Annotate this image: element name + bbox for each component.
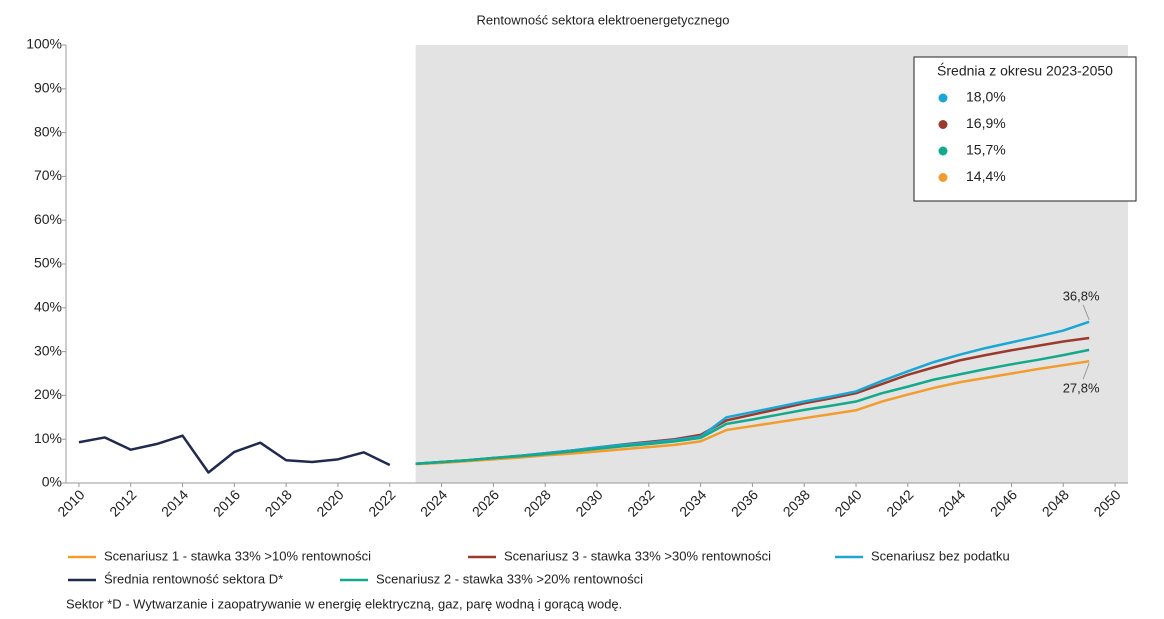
series-line [415, 348, 1090, 465]
annotation: 36,8% [1063, 288, 1100, 303]
inset-dot [938, 173, 948, 182]
x-tick-label: 2014 [158, 486, 191, 519]
inset-value: 16,9% [966, 115, 1006, 131]
y-tick-label: 40% [34, 299, 62, 315]
y-tick-label: 0% [42, 474, 62, 490]
y-tick-label: 70% [34, 167, 62, 183]
chart-title: Rentowność sektora elektroenergetycznego [477, 12, 730, 27]
x-tick-label: 2048 [1039, 486, 1072, 519]
inset-value: 15,7% [966, 142, 1006, 158]
x-tick-label: 2018 [262, 486, 295, 519]
inset-title: Średnia z okresu 2023-2050 [937, 62, 1113, 79]
x-tick-label: 2040 [831, 486, 864, 519]
x-tick-label: 2024 [417, 486, 450, 519]
x-tick-label: 2046 [987, 486, 1020, 519]
annotation-leader [1082, 304, 1090, 321]
x-tick-label: 2028 [521, 486, 554, 519]
x-tick-label: 2050 [1090, 486, 1123, 519]
y-tick-label: 90% [34, 80, 62, 96]
inset-dot [938, 146, 948, 156]
x-tick-label: 2034 [676, 486, 709, 519]
series-line [78, 434, 391, 474]
inset-value: 18,0% [966, 89, 1006, 105]
x-tick-label: 2036 [728, 486, 761, 519]
inset-dot [938, 93, 948, 103]
inset-box [913, 56, 1137, 202]
y-tick-label: 20% [34, 386, 62, 402]
y-tick-label: 10% [34, 430, 62, 446]
legend-label: Średnia rentowność sektora D* [104, 571, 283, 586]
x-tick-label: 2022 [365, 486, 398, 519]
x-tick-label: 2044 [935, 486, 968, 519]
inset-value: 14,4% [966, 168, 1006, 184]
y-tick-label: 50% [34, 255, 62, 271]
x-tick-label: 2042 [883, 486, 916, 519]
legend-label: Scenariusz bez podatku [871, 548, 1010, 563]
inset-dot [938, 120, 948, 129]
legend-label: Scenariusz 2 - stawka 33% >20% rentownoś… [376, 571, 643, 586]
annotation-leader [1082, 363, 1090, 380]
y-tick-label: 100% [26, 36, 62, 52]
series-line [415, 360, 1090, 466]
annotation: 27,8% [1063, 381, 1100, 396]
legend-label: Scenariusz 1 - stawka 33% >10% rentownoś… [104, 548, 371, 563]
x-tick-label: 2030 [572, 486, 605, 519]
y-tick-label: 80% [34, 123, 62, 139]
x-tick-label: 2020 [313, 486, 346, 519]
footnote: Sektor *D - Wytwarzanie i zaopatrywanie … [66, 596, 622, 611]
x-tick-label: 2026 [469, 486, 502, 519]
x-tick-label: 2016 [210, 486, 243, 519]
y-tick-label: 30% [34, 342, 62, 358]
x-tick-label: 2032 [624, 486, 657, 519]
x-tick-label: 2012 [106, 486, 139, 519]
x-tick-label: 2038 [780, 486, 813, 519]
x-tick-label: 2010 [54, 486, 87, 519]
y-tick-label: 60% [34, 211, 62, 227]
legend-label: Scenariusz 3 - stawka 33% >30% rentownoś… [504, 548, 771, 563]
